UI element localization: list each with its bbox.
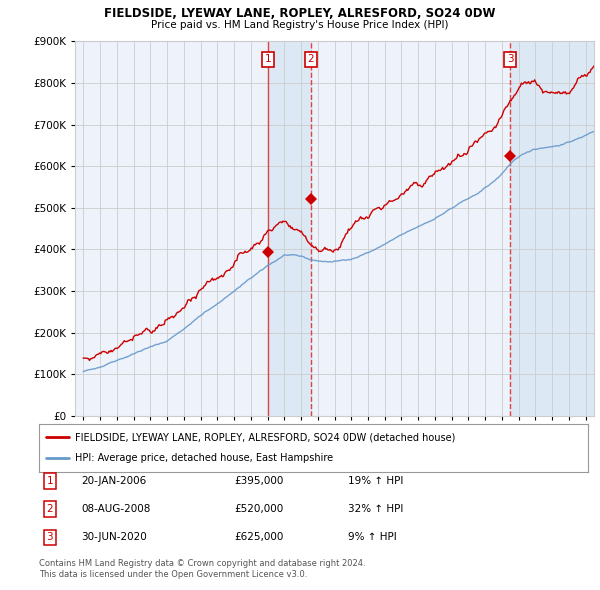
Text: HPI: Average price, detached house, East Hampshire: HPI: Average price, detached house, East… <box>74 454 333 464</box>
Bar <box>268 41 311 416</box>
Text: 2: 2 <box>46 504 53 514</box>
Bar <box>510 41 594 416</box>
Text: 1: 1 <box>265 54 272 64</box>
Text: 2: 2 <box>308 54 314 64</box>
Text: Contains HM Land Registry data © Crown copyright and database right 2024.: Contains HM Land Registry data © Crown c… <box>39 559 365 568</box>
Text: £520,000: £520,000 <box>234 504 283 514</box>
Text: 3: 3 <box>46 533 53 542</box>
Text: 1: 1 <box>46 476 53 486</box>
Text: £625,000: £625,000 <box>234 533 283 542</box>
Text: 9% ↑ HPI: 9% ↑ HPI <box>348 533 397 542</box>
Text: This data is licensed under the Open Government Licence v3.0.: This data is licensed under the Open Gov… <box>39 570 307 579</box>
Text: 20-JAN-2006: 20-JAN-2006 <box>81 476 146 486</box>
Text: FIELDSIDE, LYEWAY LANE, ROPLEY, ALRESFORD, SO24 0DW (detached house): FIELDSIDE, LYEWAY LANE, ROPLEY, ALRESFOR… <box>74 432 455 442</box>
Text: 3: 3 <box>507 54 514 64</box>
Text: 30-JUN-2020: 30-JUN-2020 <box>81 533 147 542</box>
Text: Price paid vs. HM Land Registry's House Price Index (HPI): Price paid vs. HM Land Registry's House … <box>151 20 449 30</box>
Text: FIELDSIDE, LYEWAY LANE, ROPLEY, ALRESFORD, SO24 0DW: FIELDSIDE, LYEWAY LANE, ROPLEY, ALRESFOR… <box>104 7 496 20</box>
Text: 08-AUG-2008: 08-AUG-2008 <box>81 504 151 514</box>
Text: £395,000: £395,000 <box>234 476 283 486</box>
Text: 19% ↑ HPI: 19% ↑ HPI <box>348 476 403 486</box>
Text: 32% ↑ HPI: 32% ↑ HPI <box>348 504 403 514</box>
